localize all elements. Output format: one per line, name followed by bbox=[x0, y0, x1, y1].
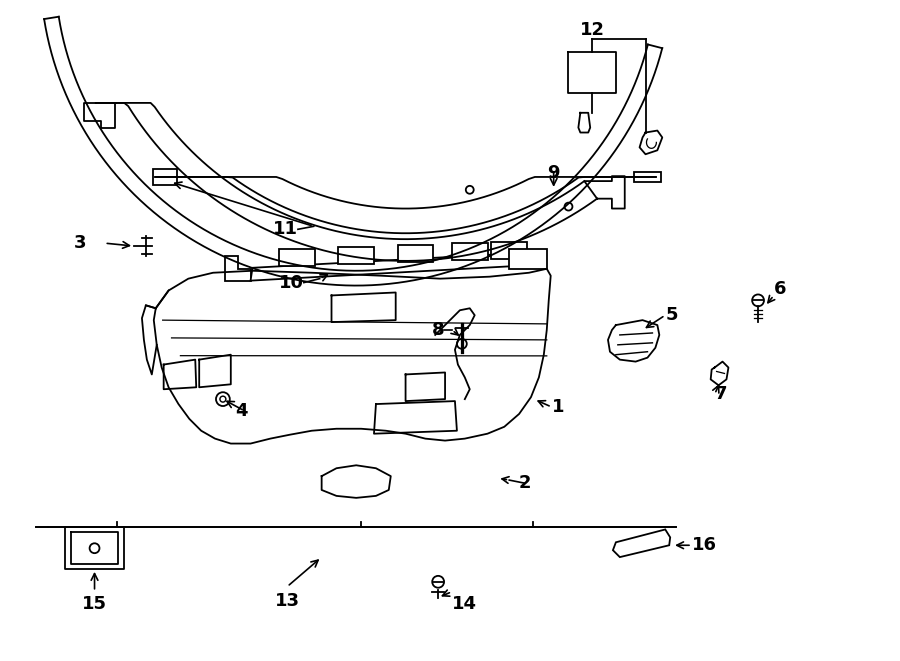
Polygon shape bbox=[279, 249, 315, 266]
Text: 14: 14 bbox=[452, 595, 477, 613]
Text: 4: 4 bbox=[235, 402, 248, 420]
Polygon shape bbox=[398, 245, 433, 262]
Text: 2: 2 bbox=[519, 474, 532, 492]
Text: 8: 8 bbox=[431, 321, 444, 339]
Polygon shape bbox=[491, 242, 527, 259]
Text: 3: 3 bbox=[74, 234, 86, 252]
Text: 15: 15 bbox=[82, 595, 107, 613]
Text: 13: 13 bbox=[274, 592, 300, 609]
Polygon shape bbox=[509, 249, 547, 269]
Polygon shape bbox=[452, 243, 488, 260]
Polygon shape bbox=[613, 529, 670, 557]
Text: 5: 5 bbox=[665, 306, 678, 324]
Text: 10: 10 bbox=[279, 274, 304, 292]
Polygon shape bbox=[250, 253, 522, 281]
Polygon shape bbox=[225, 256, 250, 281]
Polygon shape bbox=[338, 247, 374, 264]
Text: 1: 1 bbox=[552, 398, 564, 416]
Text: 7: 7 bbox=[715, 385, 727, 403]
Text: 16: 16 bbox=[692, 536, 717, 555]
Polygon shape bbox=[154, 169, 177, 185]
Text: 12: 12 bbox=[580, 20, 605, 39]
Polygon shape bbox=[634, 172, 661, 182]
Text: 11: 11 bbox=[273, 220, 298, 239]
Text: 9: 9 bbox=[547, 164, 560, 182]
Text: 6: 6 bbox=[774, 280, 787, 297]
